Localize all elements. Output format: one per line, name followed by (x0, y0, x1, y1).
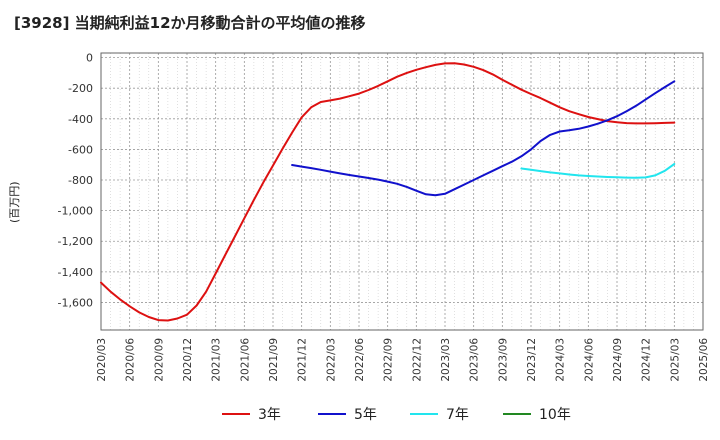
y-tick-label: -1,600 (58, 296, 93, 309)
x-tick-label: 2022/06 (354, 338, 366, 382)
y-tick-label: -1,400 (58, 266, 93, 279)
x-tick-label: 2020/06 (125, 338, 137, 382)
x-tick-label: 2021/09 (268, 338, 280, 382)
y-tick-label: -800 (68, 174, 93, 187)
x-tick-label: 2021/12 (297, 338, 309, 382)
grid-lines (100, 53, 704, 330)
legend-swatch (503, 413, 531, 415)
legend-item: 7年 (410, 404, 469, 424)
x-tick-label: 2023/09 (497, 338, 509, 382)
legend-label: 5年 (354, 407, 377, 423)
legend: 3年 5年 7年 10年 (0, 404, 720, 428)
legend-item: 3年 (222, 404, 281, 424)
series-line-5年 (291, 80, 676, 197)
legend-label: 10年 (539, 407, 571, 423)
series-lines (100, 62, 676, 322)
legend-item: 10年 (503, 404, 571, 424)
x-tick-label: 2024/06 (583, 338, 595, 382)
chart-title: [3928] 当期純利益12か月移動合計の平均値の推移 (14, 14, 366, 32)
y-tick-label: -1,000 (58, 205, 93, 218)
x-tick-label: 2024/12 (641, 338, 653, 382)
x-tick-label: 2025/03 (669, 338, 681, 382)
x-tick-label: 2021/03 (211, 338, 223, 382)
x-tick-label: 2022/03 (325, 338, 337, 382)
x-tick-label: 2023/03 (440, 338, 452, 382)
series-line-3年 (100, 62, 676, 322)
y-tick-labels: 0 -200 -400 -600 -800 -1,000 -1,200 -1,400 -1,60… (58, 52, 93, 310)
legend-swatch (222, 413, 250, 415)
legend-item: 5年 (318, 404, 377, 424)
plot-frame (100, 52, 704, 331)
x-tick-label: 2025/06 (698, 338, 710, 382)
x-tick-label: 2023/06 (469, 338, 481, 382)
x-tick-label: 2022/09 (383, 338, 395, 382)
x-tick-label: 2024/09 (612, 338, 624, 382)
legend-label: 3年 (258, 407, 281, 423)
x-tick-label: 2024/03 (555, 338, 567, 382)
y-tick-label: -1,200 (58, 235, 93, 248)
legend-label: 7年 (446, 407, 469, 423)
line-chart: 0 -200 -400 -600 -800 -1,000 -1,200 -1,400 -1,60… (58, 52, 710, 382)
x-tick-label: 2020/03 (96, 338, 108, 382)
x-tick-label: 2023/12 (526, 338, 538, 382)
y-tick-label: -400 (68, 113, 93, 126)
x-tick-label: 2020/09 (153, 338, 165, 382)
x-tick-label: 2020/12 (182, 338, 194, 382)
legend-swatch (318, 413, 346, 415)
y-tick-label: 0 (86, 52, 93, 65)
y-tick-label: -600 (68, 143, 93, 156)
legend-swatch (410, 413, 438, 415)
series-line-7年 (520, 163, 676, 179)
x-tick-label: 2021/06 (239, 338, 251, 382)
x-tick-labels: 2020/03 2020/06 2020/09 2020/12 2021/03 2021/… (96, 338, 710, 382)
y-tick-label: -200 (68, 82, 93, 95)
x-tick-label: 2022/12 (411, 338, 423, 382)
